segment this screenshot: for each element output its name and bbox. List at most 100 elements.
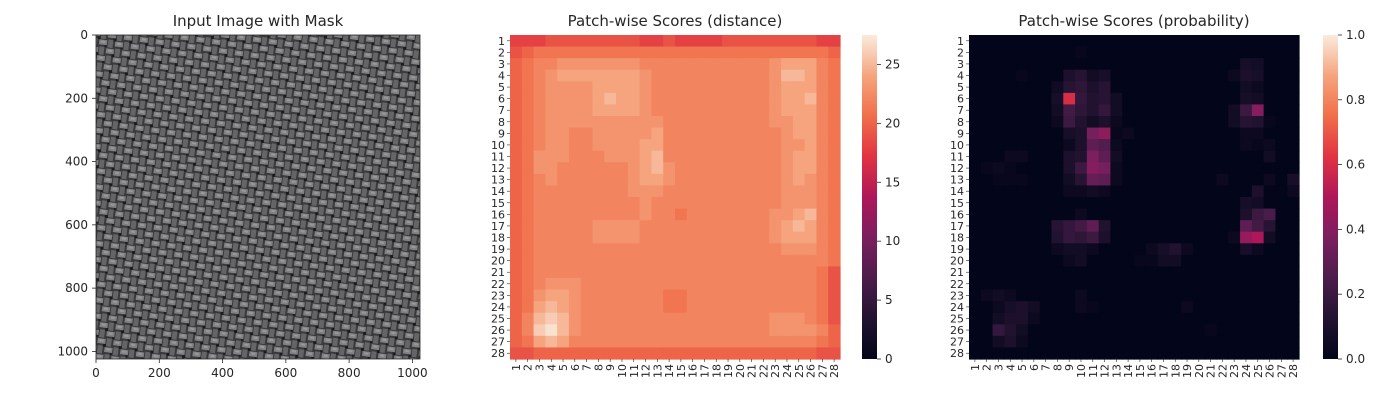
heatmap-cell [604, 46, 617, 59]
heatmap-cell [686, 139, 700, 152]
heatmap-cell [1004, 347, 1017, 360]
heatmap-cell [1004, 150, 1017, 163]
heatmap-cell [722, 220, 735, 233]
heatmap-cell [1039, 35, 1053, 48]
heatmap-cell [769, 347, 782, 360]
heatmap-cell [580, 58, 594, 71]
heatmap-cell [1004, 324, 1017, 337]
heatmap-cell [757, 92, 770, 106]
heatmap-cell [804, 301, 818, 314]
colorbar-tick-label: 10 [885, 234, 900, 248]
heatmap-cell [651, 324, 664, 337]
heatmap-cell [675, 58, 688, 71]
heatmap-cell [651, 301, 664, 314]
heatmap-cell [545, 104, 558, 117]
col-tick-label: 28 [1287, 364, 1300, 378]
heatmap-cell [781, 335, 794, 349]
heatmap-cell [1228, 324, 1241, 337]
heatmap-cell [1204, 104, 1218, 117]
heatmap-cell [521, 127, 535, 140]
heatmap-cell [1240, 46, 1253, 59]
heatmap-cell [1169, 173, 1182, 187]
heatmap-cell [1251, 220, 1265, 233]
heatmap-cell [521, 266, 535, 279]
heatmap-cell [992, 197, 1005, 210]
heatmap-cell [1086, 220, 1100, 233]
heatmap-cell [1051, 104, 1064, 117]
heatmap-cell [533, 69, 546, 82]
heatmap-cell [745, 69, 759, 82]
heatmap-cell [627, 127, 641, 140]
heatmap-cell [816, 162, 829, 175]
heatmap-cell [686, 266, 700, 279]
heatmap-cell [510, 139, 523, 152]
heatmap-cell [545, 81, 558, 94]
heatmap-cell [1145, 58, 1159, 71]
heatmap-cell [545, 162, 558, 175]
heatmap-cell [1181, 116, 1194, 129]
heatmap-cell [1051, 81, 1064, 94]
heatmap-cell [992, 301, 1005, 314]
heatmap-cell [1181, 162, 1194, 175]
heatmap-cell [1169, 208, 1182, 221]
colorbar [1323, 35, 1338, 359]
heatmap-cell [1051, 289, 1064, 302]
heatmap-cell [1275, 69, 1288, 82]
heatmap-cell [816, 335, 829, 349]
heatmap-cell [1134, 231, 1147, 244]
heatmap-cell [828, 185, 841, 198]
col-tick-label: 4 [545, 364, 558, 371]
heatmap-cell [1263, 243, 1277, 256]
heatmap-cell [1098, 173, 1112, 187]
heatmap-cell [1145, 208, 1159, 221]
heatmap-cell [557, 162, 570, 175]
heatmap-cell [1145, 266, 1159, 279]
heatmap-cell [1051, 58, 1064, 71]
heatmap-cell [710, 289, 723, 302]
heatmap-cell [769, 301, 782, 314]
heatmap-cell [1157, 92, 1170, 106]
heatmap-cell [733, 208, 747, 221]
heatmap-tick-labels: 1234567891011121314151617181920212223242… [491, 35, 841, 378]
heatmap-cell [792, 81, 806, 94]
heatmap-cell [1145, 254, 1159, 268]
heatmap-cell [604, 116, 617, 129]
heatmap-cell [792, 104, 806, 117]
heatmap-cell [828, 46, 841, 59]
heatmap-cell [1157, 127, 1170, 140]
heatmap-cell [1051, 312, 1064, 325]
heatmap-cell [1063, 335, 1076, 349]
heatmap-cell [663, 347, 676, 360]
heatmap-cell [1110, 335, 1123, 349]
heatmap-cell [1110, 92, 1123, 106]
heatmap-cell [568, 162, 582, 175]
row-tick-label: 21 [950, 266, 964, 279]
heatmap-cell [745, 243, 759, 256]
heatmap-cell [580, 254, 594, 268]
row-tick-label: 3 [498, 58, 505, 71]
heatmap-cell [616, 324, 629, 337]
heatmap-cell [557, 208, 570, 221]
heatmap-cell [1251, 92, 1265, 106]
heatmap-cell [1275, 347, 1288, 360]
heatmap-cell [1216, 162, 1229, 175]
heatmap-cell [969, 46, 982, 59]
heatmap-cell [1110, 220, 1123, 233]
heatmap-cell [1216, 220, 1229, 233]
heatmap-cell [969, 335, 982, 349]
heatmap-cell [710, 162, 723, 175]
heatmap-cell [804, 278, 818, 291]
heatmap-cell [604, 35, 617, 48]
heatmap-cell [1240, 35, 1253, 48]
heatmap-cell [1039, 347, 1053, 360]
heatmap-cell [1145, 116, 1159, 129]
heatmap-cell [1192, 35, 1206, 48]
heatmap-cell [980, 243, 994, 256]
row-tick-label: 19 [950, 243, 964, 256]
heatmap-cell [1228, 150, 1241, 163]
heatmap-cell [1263, 185, 1277, 198]
heatmap-cell [1016, 35, 1029, 48]
heatmap-cell [557, 173, 570, 187]
heatmap-cell [568, 243, 582, 256]
heatmap-cell [1263, 266, 1277, 279]
